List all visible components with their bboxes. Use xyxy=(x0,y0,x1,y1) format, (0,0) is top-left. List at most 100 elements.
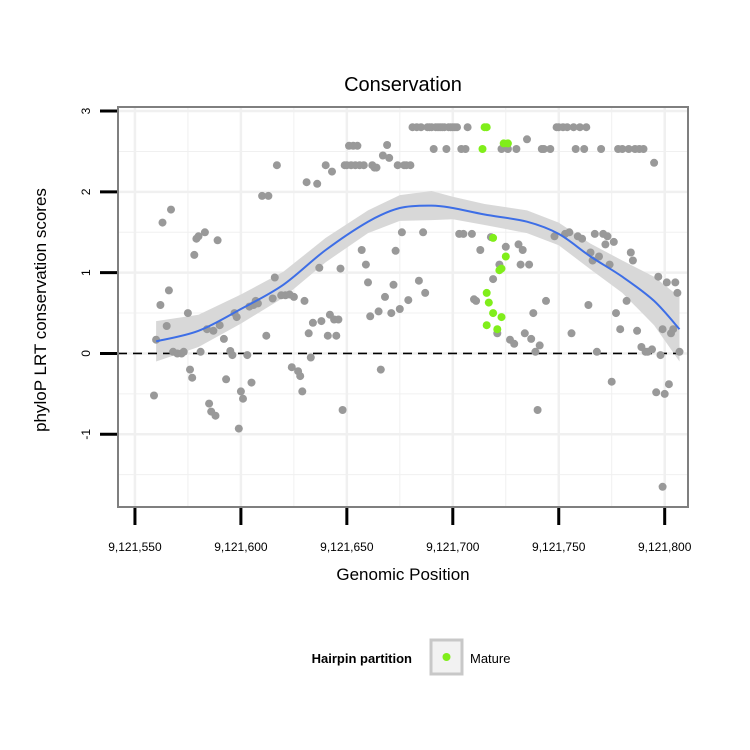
data-point xyxy=(383,141,392,149)
mature-data-point xyxy=(497,313,506,322)
data-point xyxy=(565,228,574,237)
data-point xyxy=(624,145,633,153)
data-point xyxy=(626,248,635,257)
data-point xyxy=(317,317,326,326)
legend-title: Hairpin partition xyxy=(312,651,412,666)
data-point xyxy=(628,256,637,265)
data-point xyxy=(211,411,220,420)
data-point xyxy=(414,276,423,285)
data-point xyxy=(612,309,620,318)
data-point xyxy=(190,250,199,259)
mature-data-point xyxy=(482,288,491,297)
data-point xyxy=(569,123,578,132)
legend-key-mature-point xyxy=(442,653,451,661)
data-point xyxy=(503,145,512,153)
data-point xyxy=(489,275,498,284)
data-point xyxy=(334,315,343,324)
data-point xyxy=(323,331,332,340)
data-point xyxy=(622,296,631,305)
data-point xyxy=(150,391,158,400)
data-point xyxy=(575,123,584,132)
legend: Hairpin partition Mature xyxy=(312,638,510,676)
data-point xyxy=(289,292,298,301)
data-point xyxy=(378,151,387,160)
data-point xyxy=(442,145,451,153)
mature-data-point xyxy=(489,309,498,318)
data-point xyxy=(228,351,237,360)
x-axis-title: Genomic Position xyxy=(336,565,469,584)
data-point xyxy=(268,294,277,303)
smooth-trend-line xyxy=(155,204,681,343)
mature-data-point xyxy=(501,252,510,261)
data-point xyxy=(179,347,188,356)
data-point xyxy=(397,228,406,237)
data-point xyxy=(336,264,345,273)
x-tick-label: 9,121,650 xyxy=(320,540,374,554)
data-point xyxy=(654,272,663,281)
data-point xyxy=(512,145,521,153)
data-point xyxy=(472,296,481,305)
data-point xyxy=(592,347,601,356)
data-point xyxy=(417,123,425,132)
data-point xyxy=(671,278,680,287)
data-point xyxy=(546,145,555,153)
data-point xyxy=(595,252,603,261)
data-point xyxy=(164,286,173,295)
data-point xyxy=(648,345,656,354)
data-point xyxy=(609,237,618,246)
data-point xyxy=(376,365,385,374)
data-point xyxy=(258,191,267,200)
data-point xyxy=(213,236,222,245)
data-point xyxy=(234,424,243,433)
data-point xyxy=(395,305,404,313)
data-point xyxy=(429,145,438,153)
y-tick-label: 2 xyxy=(79,188,93,195)
data-point xyxy=(306,353,315,362)
data-point xyxy=(419,228,428,237)
data-point xyxy=(321,161,330,170)
data-point xyxy=(421,288,430,297)
mature-data-point xyxy=(503,139,512,148)
axes: -1 0 1 2 3 9,121,550 9,121,600 9,121,650 9,121,7… xyxy=(79,107,692,554)
data-point xyxy=(328,167,336,176)
data-point xyxy=(580,145,589,153)
data-point xyxy=(156,301,165,309)
data-point xyxy=(459,229,468,238)
data-point xyxy=(550,232,559,241)
data-point xyxy=(658,482,667,491)
data-point xyxy=(603,232,612,241)
data-point xyxy=(194,232,203,241)
panel-border xyxy=(117,106,689,508)
data-point xyxy=(563,123,572,132)
data-point xyxy=(372,163,381,172)
data-point xyxy=(357,246,366,254)
plot-panel xyxy=(117,106,689,508)
data-point xyxy=(287,363,296,372)
data-point xyxy=(315,263,324,272)
data-point xyxy=(652,388,661,397)
data-point xyxy=(381,292,389,301)
data-point xyxy=(205,399,214,408)
data-point xyxy=(389,280,398,289)
data-point xyxy=(616,325,625,334)
data-point xyxy=(650,158,659,167)
data-point xyxy=(262,331,271,340)
data-point xyxy=(186,365,194,374)
data-point xyxy=(222,375,231,384)
data-point xyxy=(302,178,311,187)
data-point xyxy=(338,406,347,414)
data-point xyxy=(167,205,175,214)
data-point xyxy=(656,351,665,360)
data-point xyxy=(404,296,413,305)
mature-data-point xyxy=(493,325,502,334)
data-point xyxy=(520,329,529,338)
mature-data-point xyxy=(484,298,493,307)
data-point xyxy=(529,309,538,318)
data-point xyxy=(533,406,542,414)
data-point xyxy=(236,387,245,396)
data-point xyxy=(601,240,610,249)
data-point xyxy=(501,242,510,251)
mature-data-point xyxy=(495,266,504,275)
data-point xyxy=(239,394,247,403)
y-tick-label: 1 xyxy=(79,269,93,276)
